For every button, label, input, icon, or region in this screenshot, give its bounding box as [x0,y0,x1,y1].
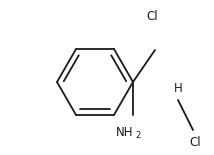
Text: Cl: Cl [189,135,201,148]
Text: Cl: Cl [146,9,158,22]
Text: H: H [174,82,182,95]
Text: NH: NH [116,126,134,139]
Text: 2: 2 [135,131,141,140]
